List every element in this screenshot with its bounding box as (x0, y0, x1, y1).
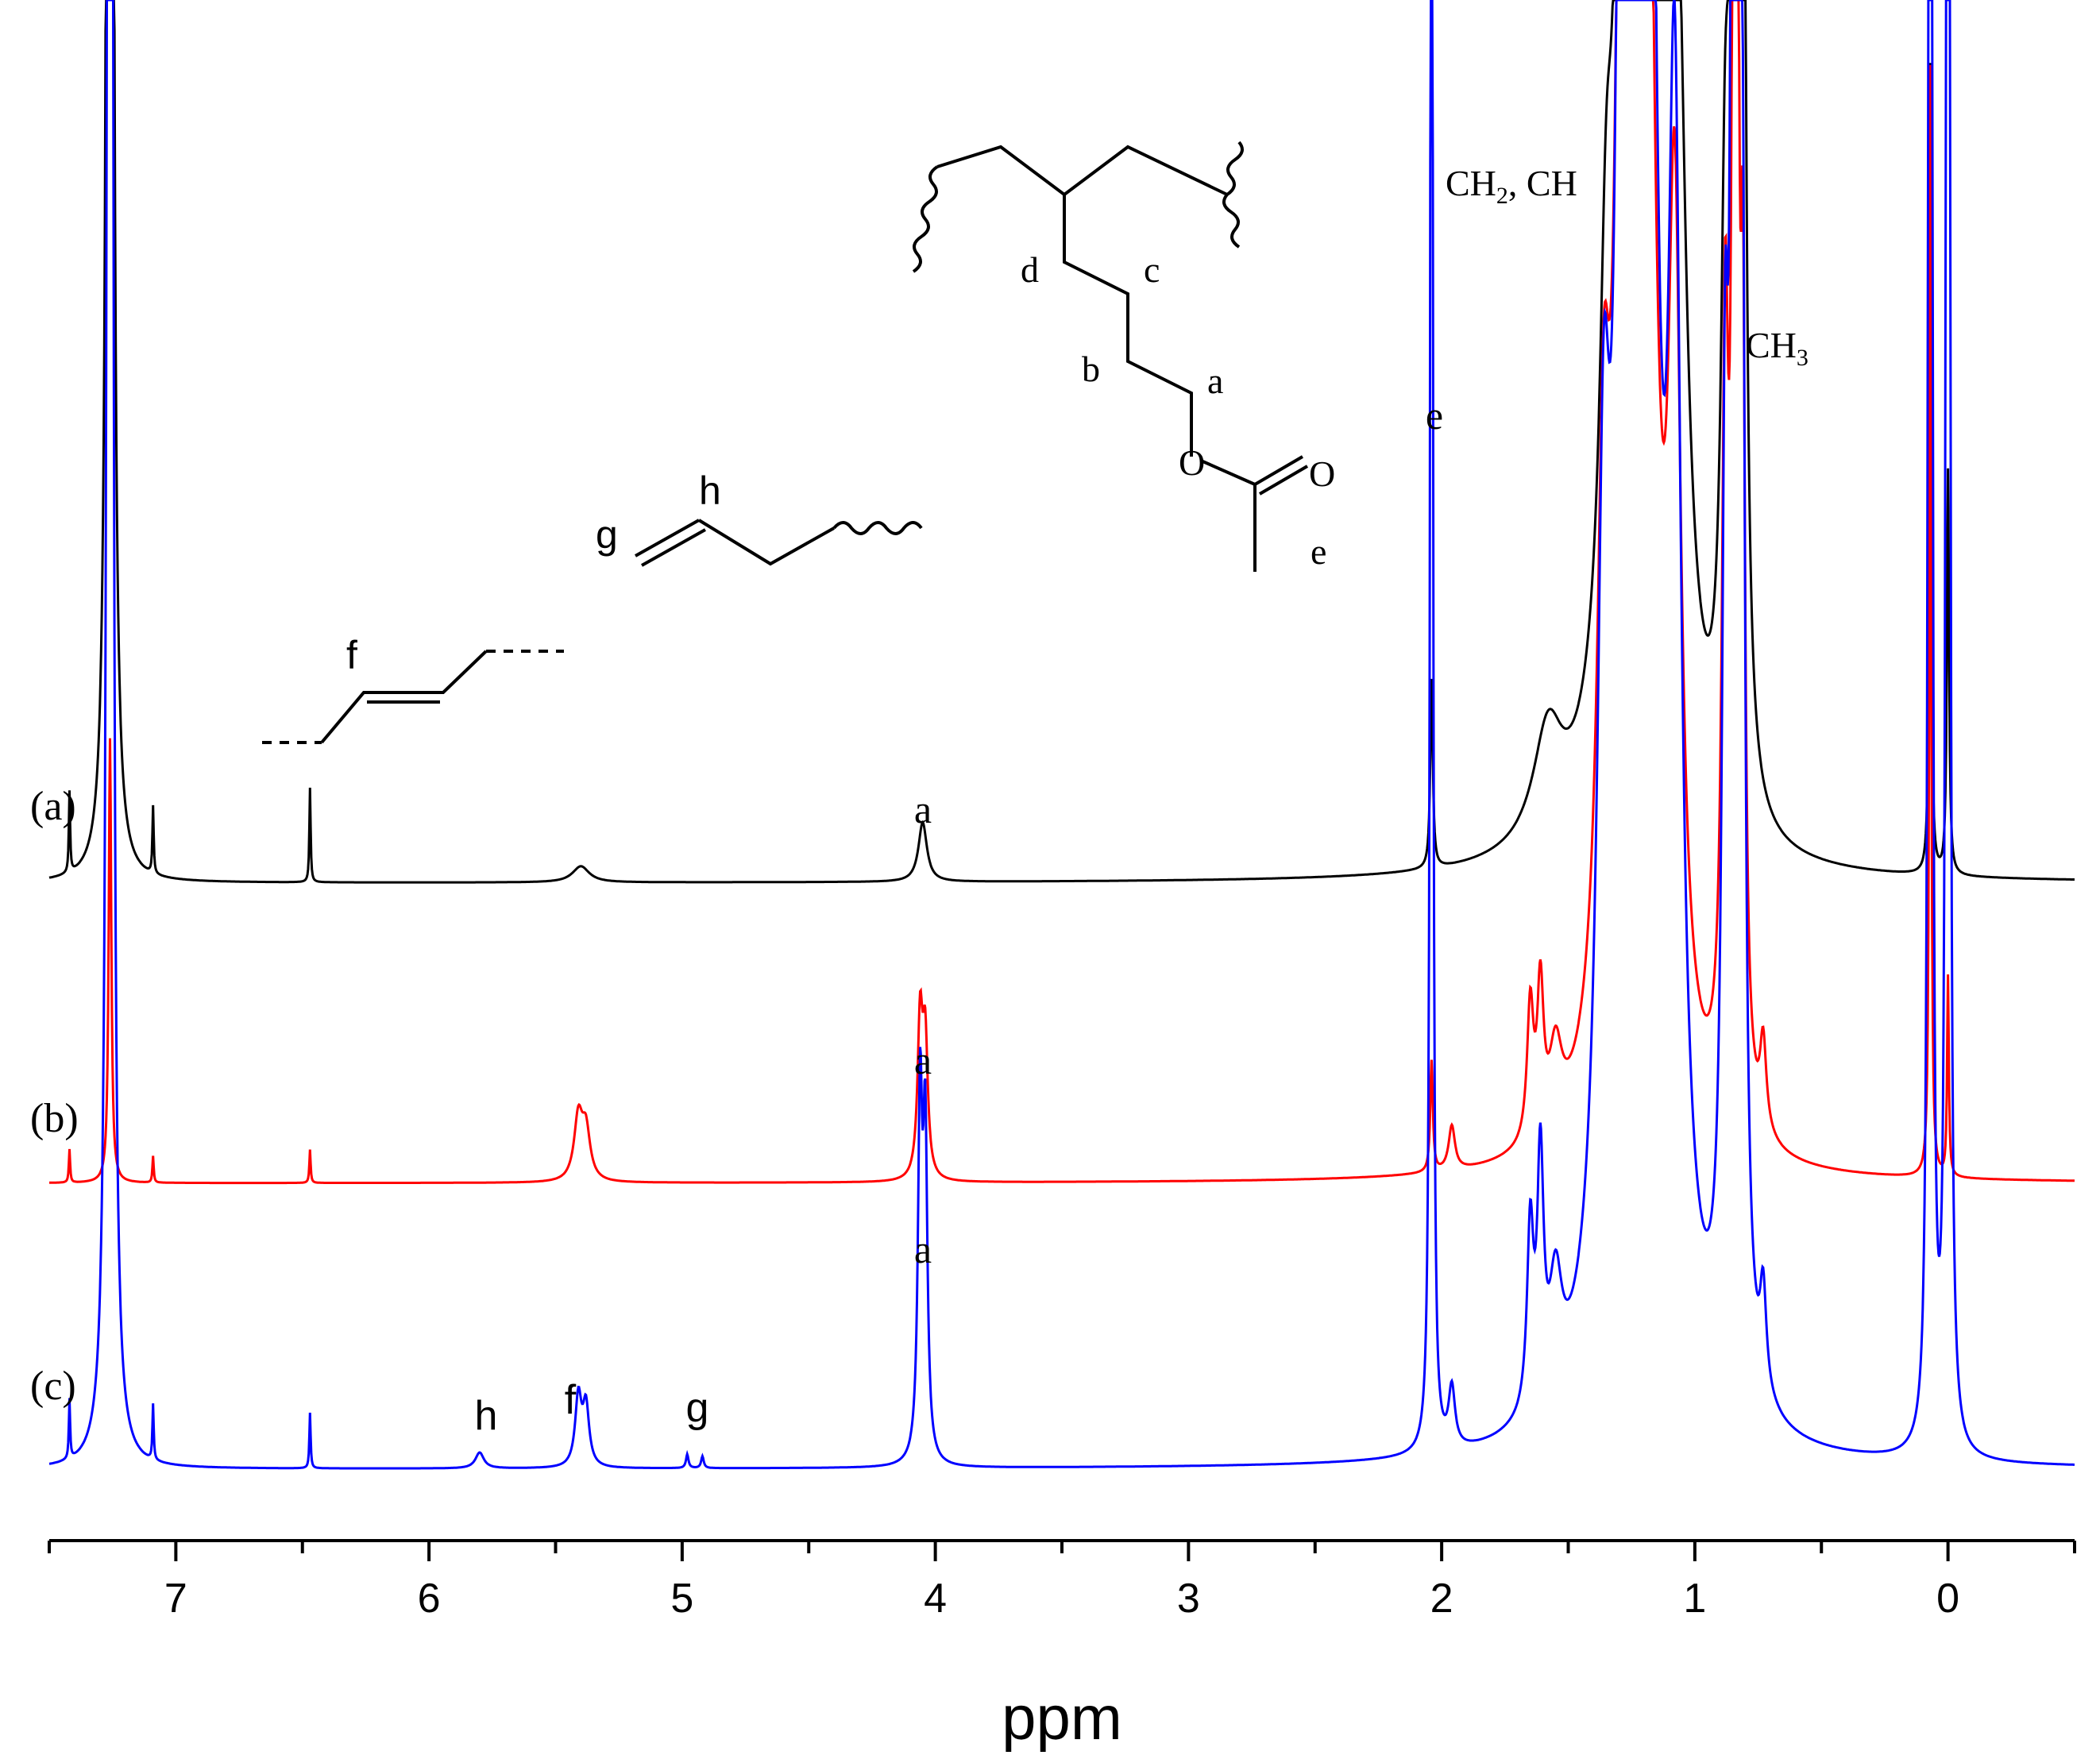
wavy-bond-right (1222, 141, 1244, 249)
x-tick-label: 6 (418, 1576, 441, 1622)
structure-label-h: h (699, 469, 721, 513)
structure-label-e: e (1311, 531, 1326, 572)
spectrum-line-c (48, 0, 2075, 1470)
annotation-a-series-b: a (914, 1038, 932, 1082)
structure-label-b: b (1082, 349, 1100, 389)
x-tick-label: 0 (1936, 1576, 1959, 1622)
structure-label-o1: O (1179, 442, 1205, 483)
x-axis: 7 6 5 4 3 2 1 0 ppm (48, 1539, 2076, 1753)
structure-label-o2: O (1309, 453, 1335, 494)
annotation-a-series-c: a (914, 1227, 932, 1271)
x-tick-label: 4 (924, 1576, 947, 1622)
vinyl-double-bond (635, 519, 706, 567)
vinyl-wavy-bond (832, 521, 923, 535)
annotation-f: f (565, 1377, 577, 1423)
vinyl-single-bond (697, 519, 835, 566)
series-label-a: (a) (30, 784, 76, 829)
x-axis-label: ppm (1002, 1683, 1122, 1753)
side-chain-bond (1063, 195, 1193, 457)
annotation-e: e (1426, 393, 1443, 438)
carbonyl-double-bond (1253, 455, 1309, 496)
label-ch2-ch: CH2, CH (1446, 163, 1577, 209)
structure-label-f: f (346, 633, 357, 677)
spectrum-line-b (49, 0, 2075, 1185)
series-label-c: (c) (30, 1364, 76, 1409)
structure-label-d: d (1021, 249, 1039, 290)
annotation-a-series-a: a (914, 787, 932, 831)
x-tick-label: 1 (1683, 1576, 1706, 1622)
alkene-chain-bond (320, 650, 488, 744)
structure-polymer-acetate (912, 141, 1309, 572)
structure-label-c: c (1144, 249, 1160, 290)
backbone-bond (936, 145, 1228, 197)
series-label-b: (b) (30, 1096, 79, 1141)
structure-internal-alkene (262, 650, 564, 744)
ester-bond (1200, 459, 1256, 486)
x-tick-label: 5 (670, 1576, 693, 1622)
wavy-bond-left (912, 165, 939, 273)
structure-vinyl-end-group (635, 519, 923, 567)
annotation-g: g (686, 1385, 709, 1431)
structure-label-a: a (1207, 361, 1223, 401)
spectrum-line-a (48, 0, 2075, 884)
label-ch3: CH3 (1746, 325, 1809, 371)
annotation-h: h (475, 1393, 498, 1439)
x-tick-label: 7 (164, 1576, 187, 1622)
structure-label-g: g (596, 512, 618, 557)
x-tick-label: 3 (1177, 1576, 1200, 1622)
x-tick-label: 2 (1430, 1576, 1453, 1622)
spectra-group (48, 0, 2075, 1470)
